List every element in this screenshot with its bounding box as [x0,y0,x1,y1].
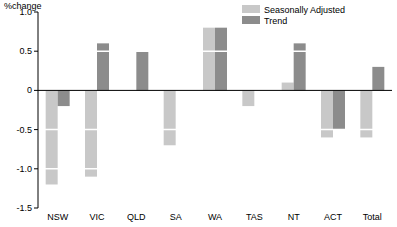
bar [58,90,70,106]
bar [372,67,384,91]
x-tick-label: TAS [246,212,263,222]
y-tick [34,208,38,209]
x-tick-label: QLD [127,212,146,222]
chart: %change-1.5-1.0-0.500.51.0NSWVICQLDSAWAT… [0,0,397,227]
x-tick-label: ACT [324,212,343,222]
bar [282,83,294,91]
bar [360,90,372,137]
x-tick-label: VIC [89,212,105,222]
bar [203,28,215,91]
bar [333,90,345,129]
x-tick-label: Total [363,212,382,222]
bar [136,51,148,90]
legend-swatch [242,5,260,13]
zero-line [38,90,392,91]
y-tick-label: -0.5 [16,125,32,135]
legend-label: Trend [264,16,287,26]
legend-label: Seasonally Adjusted [264,5,345,15]
bar [294,43,306,90]
grid-line [38,207,392,209]
grid-line [38,50,392,52]
bar [321,90,333,137]
x-tick-label: NT [288,212,300,222]
bar [46,90,58,184]
bar [97,43,109,90]
y-tick [34,51,38,52]
x-tick-label: SA [170,212,182,222]
y-tick [34,168,38,169]
y-axis [38,12,39,208]
y-tick [34,129,38,130]
y-tick-label: -1.0 [16,164,32,174]
bar [215,28,227,91]
y-tick-label: -1.5 [16,203,32,213]
y-tick-label: 1.0 [19,7,32,17]
x-tick-label: WA [208,212,222,222]
y-tick-label: 0 [27,85,32,95]
y-tick [34,90,38,91]
legend-swatch [242,16,260,24]
y-tick-label: 0.5 [19,46,32,56]
bar [242,90,254,106]
grid-line [38,129,392,131]
x-tick-label: NSW [47,212,69,222]
bar [85,90,97,176]
bar [164,90,176,145]
grid-line [38,168,392,170]
y-tick [34,12,38,13]
